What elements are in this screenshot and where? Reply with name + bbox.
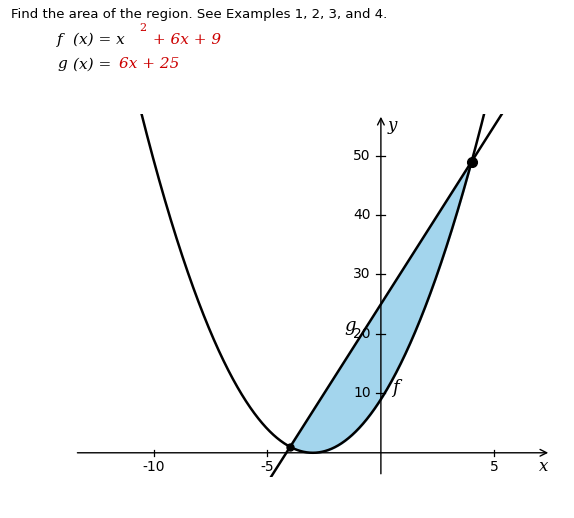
Text: + 6x + 9: + 6x + 9 (148, 33, 221, 47)
Text: 10: 10 (353, 386, 371, 400)
Text: 40: 40 (353, 208, 371, 222)
Text: -5: -5 (261, 460, 274, 474)
Text: 2: 2 (139, 23, 146, 33)
Text: x: x (540, 457, 549, 474)
Text: 50: 50 (353, 149, 371, 163)
Text: 5: 5 (490, 460, 499, 474)
Text: y: y (387, 117, 397, 134)
Text: (x) =: (x) = (73, 57, 117, 71)
Text: -10: -10 (143, 460, 165, 474)
Text: g: g (57, 57, 67, 71)
Text: 30: 30 (353, 267, 371, 281)
Text: 6x + 25: 6x + 25 (119, 57, 179, 71)
Text: 20: 20 (353, 327, 371, 341)
Text: g: g (344, 317, 356, 335)
Text: Find the area of the region. See Examples 1, 2, 3, and 4.: Find the area of the region. See Example… (11, 8, 387, 21)
Text: f: f (57, 33, 63, 47)
Text: f: f (392, 379, 399, 397)
Text: (x) = x: (x) = x (73, 33, 125, 47)
